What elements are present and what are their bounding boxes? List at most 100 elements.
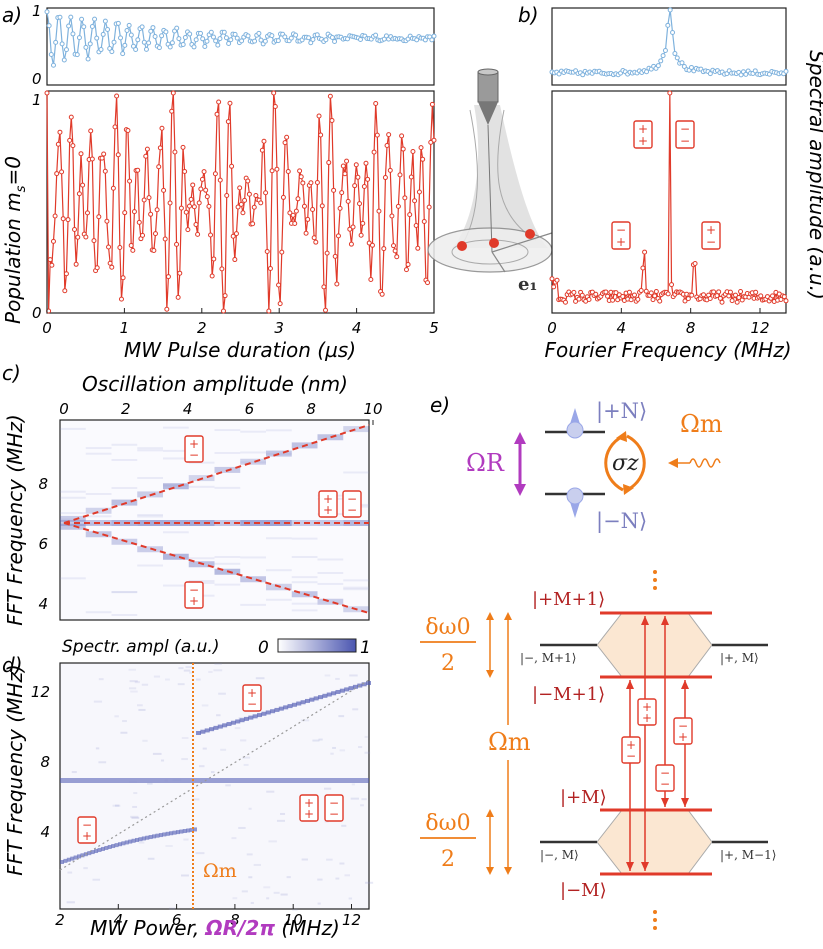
svg-text:+: + [626,738,636,752]
b-top-marker [672,51,678,57]
d-lower-branch [148,835,153,840]
svg-text:−: − [329,807,339,821]
delta-omega-upper: δω0 [425,615,470,640]
bottom-marker [421,219,427,225]
top-marker [63,47,69,53]
svg-text:+: + [638,134,648,148]
top-marker [115,20,121,26]
bottom-marker [235,204,241,210]
bottom-marker [402,195,408,201]
diagonal-guide [59,679,370,871]
bottom-marker [242,197,248,203]
bottom-marker [335,233,341,239]
badge-e-pm: + − [621,736,641,764]
top-marker [167,44,173,50]
bottom-marker [73,261,79,267]
c-heat-noise [60,577,86,580]
b-bottom-marker [551,284,557,290]
bottom-marker [237,185,243,191]
top-marker [146,40,152,46]
bottom-marker [84,210,90,216]
d-noise [358,746,363,749]
d-upper-branch [318,695,324,700]
d-upper-branch [261,711,267,716]
d-noise [181,737,189,740]
d-upper-branch [287,704,293,709]
plus-m-label: |+M⟩ [560,787,607,808]
c-heat-noise [214,486,241,489]
svg-text:+: + [189,594,199,608]
bottom-marker [258,200,264,206]
d-noise [192,798,200,801]
c-heat-cell [317,598,344,605]
bottom-marker [358,232,364,238]
top-marker [208,29,214,35]
d-noise [240,739,247,742]
d-noise [165,845,173,848]
d-upper-branch [335,689,341,694]
b-bottom-marker [689,292,695,298]
bottom-marker [263,190,269,196]
svg-text:−: − [678,719,688,733]
top-marker [275,38,281,44]
spin-up-ball [566,421,584,439]
bottom-marker [50,238,56,244]
c-heat-cell [188,520,215,526]
top-marker [310,36,316,42]
d-noise [360,804,364,807]
d-lower-branch [172,830,177,835]
bottom-marker [104,218,110,224]
top-marker [44,9,50,15]
d-lower-branch [145,835,150,840]
b-xtick-label: 12 [750,319,769,337]
bottom-marker [323,307,329,313]
top-marker [191,44,197,50]
bottom-marker [408,174,414,180]
bottom-marker [88,128,94,134]
d-noise [238,826,246,829]
bottom-marker [389,213,395,219]
bottom-marker [120,275,126,281]
d-upper-branch [348,686,354,691]
bottom-marker [246,191,252,197]
d-noise [225,784,231,787]
top-marker [109,49,115,55]
panel-c-label: c) [2,361,21,385]
colorbar [277,638,357,653]
bottom-marker [140,232,146,238]
d-lower-branch [107,844,112,849]
top-marker [163,29,169,35]
bottom-marker [240,210,246,216]
bottom-marker [225,119,231,125]
d-upper-branch [309,697,315,702]
bottom-marker [327,93,333,99]
top-marker [228,37,234,43]
b-bottom-marker [562,299,568,305]
panel-e: e) |+N⟩ |−N⟩ ΩR σz Ωm [420,393,776,930]
d-noise [364,751,371,754]
c-heat-noise [240,451,266,454]
c-heat-noise [60,496,86,499]
b-bottom-marker [638,288,644,294]
bottom-marker [314,179,320,185]
bare-left-lower: |−, M⟩ [540,848,579,862]
d-upper-branch [304,698,310,703]
badge-pm: + − [701,221,721,250]
bottom-marker [272,103,278,109]
bottom-marker [162,236,168,242]
panel-b: b) Spectral amplitude (a.u.) 0 4 8 12 Fouri… [518,3,823,362]
top-marker [70,31,76,37]
nv-spot-right [525,229,535,239]
badge-e-mp: − + [673,717,693,745]
plus-n-label: |+N⟩ [596,399,647,424]
bottom-marker [407,212,413,218]
bottom-marker [80,182,86,188]
b-bottom-marker [593,291,599,297]
top-marker [89,24,95,30]
b-bottom-marker [729,298,735,304]
svg-text:−: − [660,766,670,780]
top-marker [232,31,238,37]
c-heat-cell [163,483,189,490]
c-xtick-label: 6 [245,400,255,418]
d-noise [231,837,237,840]
